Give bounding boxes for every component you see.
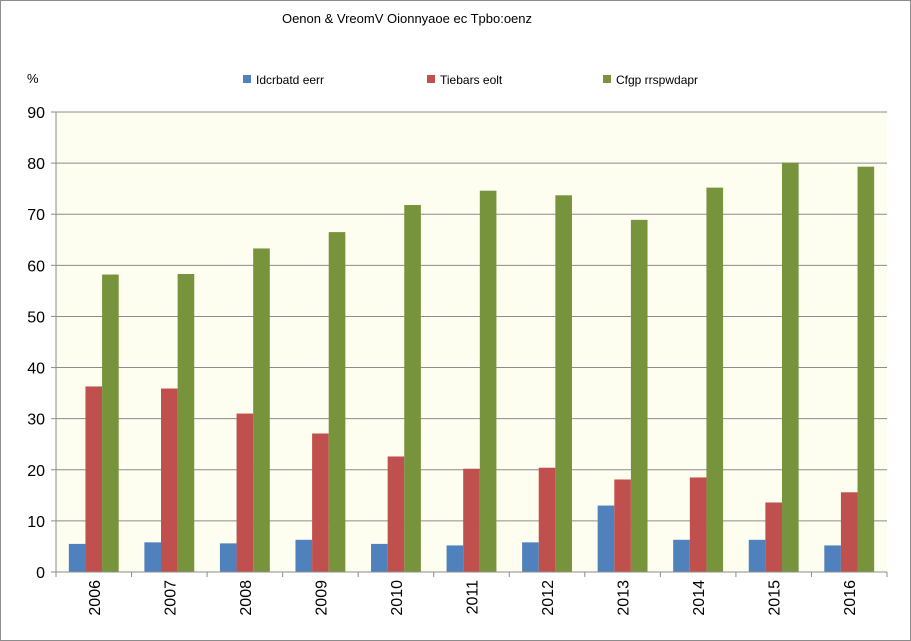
bar-2015-3: [781, 162, 799, 572]
bar-2014-1: [673, 539, 690, 572]
x-tick-label: 2016: [842, 580, 859, 616]
x-tick-label: 2007: [162, 580, 179, 616]
bar-2008-1: [219, 543, 237, 572]
bar-2014-3: [706, 187, 724, 572]
x-tick-label: 2015: [767, 580, 784, 616]
y-axis-label: %: [27, 71, 39, 86]
bar-2010-2: [387, 456, 405, 572]
x-tick-label: 2009: [313, 580, 330, 616]
bar-2012-1: [522, 542, 539, 572]
x-tick-label: 2008: [238, 580, 255, 616]
legend-label: Cfgp rrspwdapr: [616, 73, 698, 87]
x-tick-label: 2011: [465, 580, 482, 615]
bar-2013-2: [614, 479, 631, 572]
bar-2006-2: [85, 386, 103, 572]
chart-title: Oenon & VreomV Oionnyaoe ec Tpbo:oenz: [282, 11, 532, 26]
bar-2009-3: [328, 232, 346, 572]
bar-2007-2: [161, 388, 178, 572]
bar-2006-1: [68, 543, 86, 572]
y-tick-label: 70: [27, 207, 45, 224]
y-tick-label: 80: [27, 156, 45, 173]
bar-2007-1: [144, 542, 162, 572]
legend-swatch: [243, 75, 251, 83]
bar-2016-3: [857, 166, 875, 572]
y-tick-label: 20: [27, 463, 45, 480]
x-tick-label: 2012: [540, 580, 557, 616]
bar-2009-2: [312, 433, 329, 572]
y-tick-label: 0: [36, 565, 45, 582]
bar-2008-3: [253, 248, 270, 572]
bar-2015-1: [748, 539, 766, 572]
bar-2016-1: [824, 545, 841, 572]
x-tick-label: 2013: [616, 580, 633, 616]
bar-2013-1: [597, 505, 615, 572]
legend-swatch: [427, 75, 435, 83]
bar-2009-1: [295, 539, 313, 572]
y-tick-label: 10: [27, 514, 45, 531]
bar-2010-3: [404, 205, 421, 572]
bar-2006-3: [102, 274, 119, 572]
y-tick-label: 30: [27, 412, 45, 429]
bar-2007-3: [177, 274, 195, 572]
bar-2010-1: [371, 543, 388, 572]
legend-label: Tiebars eolt: [440, 73, 503, 87]
bar-2016-2: [840, 492, 858, 572]
x-tick-label: 2006: [87, 580, 104, 616]
y-tick-label: 50: [27, 309, 45, 326]
legend-label: Idcrbatd eerr: [256, 73, 324, 87]
bar-2011-2: [463, 468, 480, 572]
y-tick-label: 60: [27, 258, 45, 275]
bar-2011-1: [446, 545, 464, 572]
bar-2013-3: [630, 219, 648, 572]
y-tick-label: 40: [27, 361, 45, 378]
legend-swatch: [603, 75, 611, 83]
bar-2011-3: [479, 190, 497, 572]
bar-2008-2: [236, 413, 254, 572]
bar-2012-3: [555, 195, 572, 573]
bar-2015-2: [765, 502, 782, 572]
x-tick-label: 2010: [389, 580, 406, 616]
x-tick-label: 2014: [691, 580, 708, 616]
bar-2012-2: [538, 467, 556, 572]
bar-2014-2: [689, 477, 707, 572]
y-tick-label: 90: [27, 105, 45, 122]
